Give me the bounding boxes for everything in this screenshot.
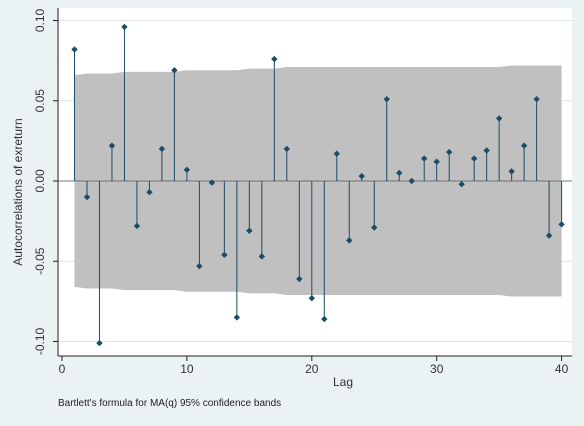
- autocorr-point: [271, 55, 278, 63]
- autocorr-point: [408, 177, 415, 185]
- autocorr-point: [333, 150, 340, 157]
- autocorr-point: [358, 172, 365, 180]
- y-axis-title: Autocorrelations of exreturn: [11, 118, 25, 265]
- autocorr-point: [83, 193, 91, 201]
- y-tick-label: -0.10: [33, 328, 47, 356]
- x-tick-label: 20: [305, 362, 319, 376]
- autocorr-point: [208, 179, 216, 186]
- autocorr-point: [470, 155, 478, 162]
- autocorr-point: [221, 251, 228, 259]
- autocorr-point: [346, 237, 353, 244]
- autocorr-point: [246, 227, 253, 234]
- autocorr-point: [520, 142, 528, 149]
- x-tick-label: 10: [180, 362, 194, 376]
- autocorr-point: [283, 145, 291, 153]
- autocorr-point: [483, 147, 490, 154]
- autocorr-point: [458, 181, 465, 188]
- autocorr-point: [558, 221, 565, 228]
- autocorr-point: [533, 95, 540, 103]
- autocorr-point: [396, 169, 403, 177]
- autocorr-point: [545, 232, 553, 239]
- autocorr-point: [495, 115, 503, 122]
- autocorr-point: [71, 46, 78, 53]
- autocorr-point: [121, 23, 128, 31]
- autocorr-point: [296, 275, 303, 283]
- y-tick-label: 0.05: [33, 89, 47, 113]
- y-tick-label: -0.05: [33, 247, 47, 275]
- autocorr-point: [158, 145, 166, 153]
- autocorr-point: [383, 95, 390, 103]
- autocorr-point: [433, 158, 440, 165]
- autocorr-point: [133, 222, 141, 230]
- autocorr-point: [371, 224, 378, 231]
- autocorr-point: [445, 148, 453, 156]
- autocorr-point: [146, 189, 153, 196]
- x-axis-title: Lag: [333, 375, 353, 389]
- x-tick-label: 0: [59, 362, 66, 376]
- chart-note: Bartlett's formula for MA(q) 95% confide…: [58, 398, 282, 409]
- autocorr-point: [108, 142, 116, 149]
- autocorr-point: [171, 67, 178, 74]
- x-tick-label: 30: [430, 362, 444, 376]
- autocorr-point: [258, 253, 266, 260]
- autocorr-point: [508, 168, 515, 175]
- autocorr-point: [96, 339, 103, 347]
- x-tick-label: 40: [555, 362, 569, 376]
- autocorr-point: [421, 155, 428, 162]
- autocorr-point: [308, 294, 315, 302]
- y-tick-label: 0.10: [33, 8, 47, 32]
- autocorr-point: [233, 314, 241, 321]
- autocorr-point: [183, 166, 191, 173]
- autocorr-point: [321, 315, 328, 323]
- y-tick-label: 0.00: [33, 169, 47, 193]
- autocorr-point: [196, 262, 203, 270]
